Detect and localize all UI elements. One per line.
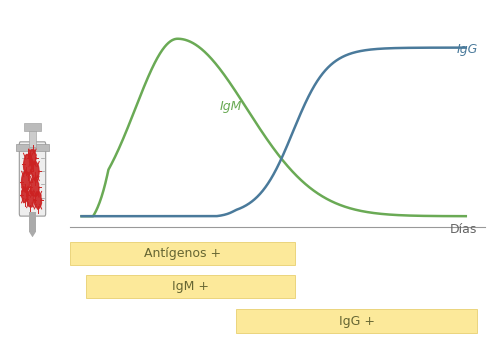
Polygon shape bbox=[22, 171, 30, 192]
Bar bbox=[29, 212, 36, 232]
Polygon shape bbox=[22, 187, 28, 203]
Polygon shape bbox=[29, 232, 36, 237]
Text: IgG: IgG bbox=[456, 43, 477, 56]
Polygon shape bbox=[30, 177, 39, 196]
Polygon shape bbox=[24, 153, 33, 176]
Bar bbox=[24, 123, 41, 131]
FancyBboxPatch shape bbox=[20, 142, 46, 216]
FancyBboxPatch shape bbox=[236, 309, 477, 333]
Text: Días: Días bbox=[450, 223, 477, 236]
FancyBboxPatch shape bbox=[70, 242, 296, 266]
FancyBboxPatch shape bbox=[86, 275, 296, 298]
Polygon shape bbox=[30, 150, 36, 166]
Bar bbox=[16, 144, 49, 151]
Text: IgM: IgM bbox=[220, 100, 242, 113]
Polygon shape bbox=[34, 191, 42, 209]
Polygon shape bbox=[27, 191, 34, 207]
Text: Antígenos +: Antígenos + bbox=[144, 247, 221, 260]
Polygon shape bbox=[32, 162, 39, 181]
Text: IgM +: IgM + bbox=[172, 280, 209, 293]
Bar bbox=[28, 127, 36, 147]
Text: IgG +: IgG + bbox=[338, 314, 374, 327]
